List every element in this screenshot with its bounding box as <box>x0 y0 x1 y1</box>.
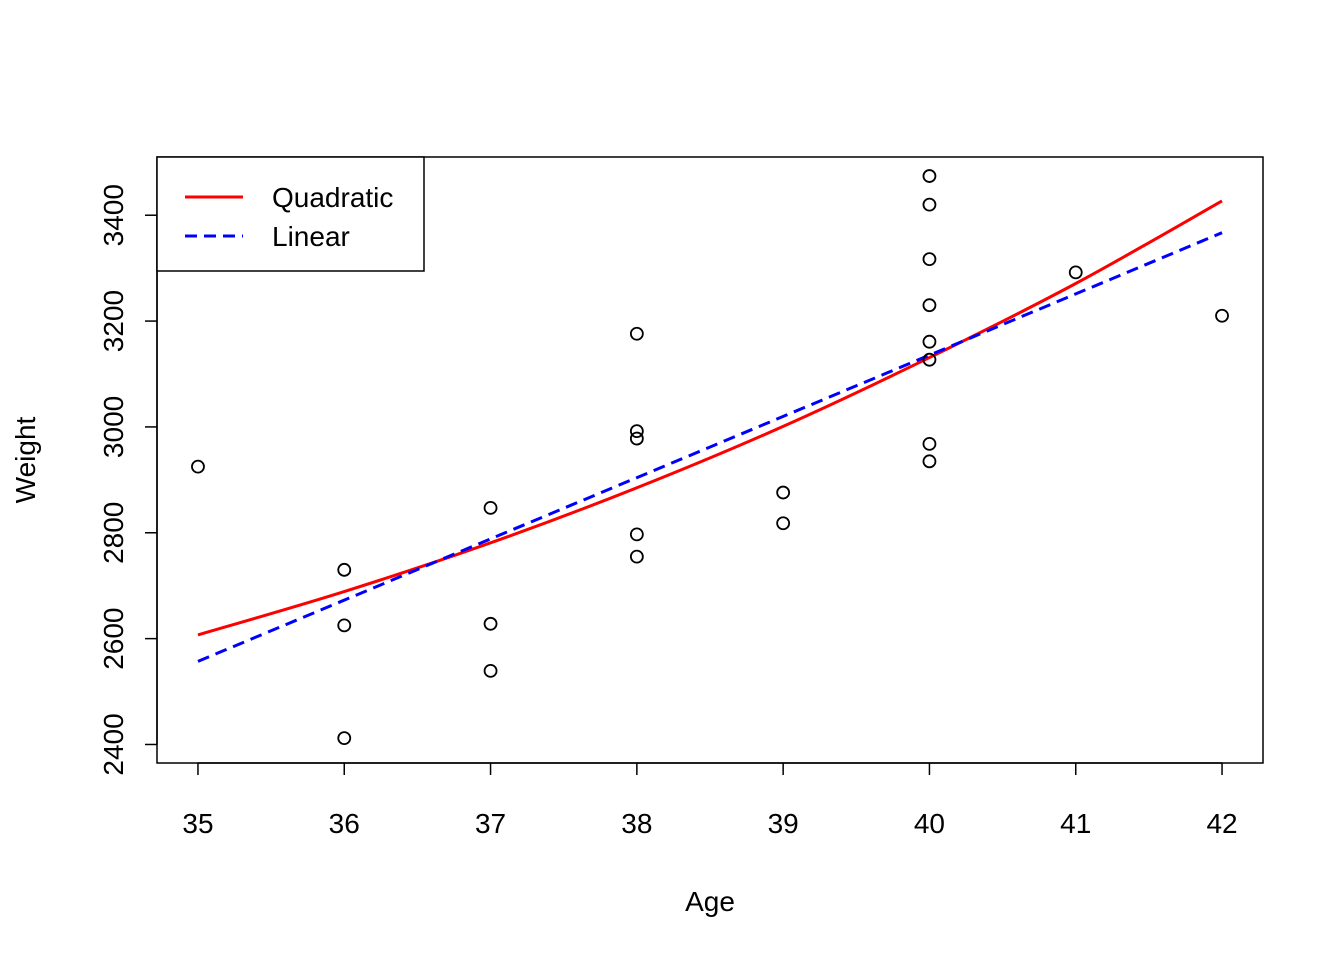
legend-label-linear: Linear <box>272 221 350 252</box>
y-tick-label: 3200 <box>98 290 129 352</box>
y-tick-label: 2600 <box>98 607 129 669</box>
x-tick-label: 39 <box>768 808 799 839</box>
x-tick-label: 40 <box>914 808 945 839</box>
x-tick-label: 42 <box>1206 808 1237 839</box>
data-point <box>922 298 937 313</box>
data-point <box>922 197 937 212</box>
data-point <box>629 424 644 439</box>
data-point <box>337 562 352 577</box>
x-tick-label: 36 <box>329 808 360 839</box>
data-point <box>483 664 498 678</box>
x-tick-label: 35 <box>182 808 213 839</box>
x-axis-title: Age <box>685 886 735 917</box>
series-line-linear <box>197 231 1223 663</box>
legend-box <box>156 156 425 272</box>
y-tick-label: 3400 <box>98 184 129 246</box>
legend: Quadratic Linear <box>156 156 425 272</box>
data-point <box>1215 308 1229 323</box>
data-point <box>629 431 644 446</box>
data-point <box>629 326 644 341</box>
data-point <box>337 731 352 746</box>
x-tick-label: 41 <box>1060 808 1091 839</box>
series-line-quadratic <box>197 199 1223 637</box>
y-axis-title: Weight <box>10 416 41 503</box>
data-point <box>191 459 205 474</box>
y-axis: 2400 2600 2800 3000 3200 3400 <box>98 184 158 776</box>
x-tick-label: 38 <box>621 808 652 839</box>
data-point <box>922 169 937 183</box>
data-point <box>922 454 937 469</box>
data-points <box>191 169 1229 746</box>
y-tick-label: 2400 <box>98 713 129 775</box>
data-point <box>922 334 937 349</box>
fit-lines <box>197 199 1223 663</box>
x-axis: 35 36 37 38 39 40 41 42 <box>182 762 1238 839</box>
data-point <box>1068 265 1083 280</box>
data-point <box>629 527 644 542</box>
data-point <box>776 516 791 531</box>
legend-label-quadratic: Quadratic <box>272 182 393 213</box>
data-point <box>922 352 937 367</box>
data-point <box>483 616 498 631</box>
data-point <box>922 436 937 451</box>
y-tick-label: 3000 <box>98 396 129 458</box>
data-point <box>483 500 498 515</box>
x-tick-label: 37 <box>475 808 506 839</box>
data-point <box>337 618 352 633</box>
data-point <box>922 252 937 267</box>
y-tick-label: 2800 <box>98 502 129 564</box>
data-point <box>629 549 644 564</box>
data-point <box>776 485 791 500</box>
